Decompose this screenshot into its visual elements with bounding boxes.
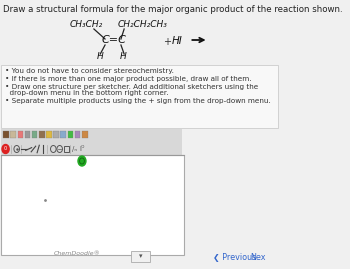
Bar [61, 131, 66, 138]
Text: +: + [163, 37, 171, 47]
Text: drop-down menu in the bottom right corner.: drop-down menu in the bottom right corne… [5, 90, 168, 97]
Bar [1, 129, 182, 143]
Text: Draw a structural formula for the major organic product of the reaction shown.: Draw a structural formula for the major … [3, 5, 343, 14]
Bar [68, 131, 73, 138]
Text: ▾: ▾ [139, 253, 142, 260]
Text: Nex: Nex [250, 253, 265, 263]
Text: CH₃CH₂: CH₃CH₂ [70, 20, 103, 29]
Text: ❮ Previous: ❮ Previous [213, 253, 257, 263]
Bar [1, 65, 278, 128]
Text: /ₙ: /ₙ [72, 146, 78, 152]
Bar [25, 131, 30, 138]
Bar [10, 131, 16, 138]
Bar [32, 131, 37, 138]
Bar [131, 251, 150, 262]
Bar [53, 131, 59, 138]
Text: 0: 0 [4, 147, 7, 151]
Bar [39, 131, 44, 138]
Text: Iᴼ: Iᴼ [79, 146, 85, 152]
Bar [46, 131, 52, 138]
Text: H: H [120, 52, 127, 61]
Bar [3, 131, 9, 138]
Text: • Draw one structure per sketcher. Add additional sketchers using the: • Draw one structure per sketcher. Add a… [5, 84, 258, 90]
Text: C=C: C=C [101, 35, 126, 45]
Text: • You do not have to consider stereochemistry.: • You do not have to consider stereochem… [5, 68, 174, 74]
Bar [82, 131, 88, 138]
Text: H: H [96, 52, 103, 61]
Text: • Separate multiple products using the + sign from the drop-down menu.: • Separate multiple products using the +… [5, 98, 271, 104]
Circle shape [2, 144, 9, 154]
Bar [18, 131, 23, 138]
Bar [64, 146, 69, 152]
Text: • If there is more than one major product possible, draw all of them.: • If there is more than one major produc… [5, 76, 251, 82]
Text: CH₂CH₂CH₃: CH₂CH₂CH₃ [118, 20, 168, 29]
Text: ChemDoodle®: ChemDoodle® [54, 251, 101, 256]
Text: HI: HI [172, 36, 183, 46]
Bar [75, 131, 80, 138]
Circle shape [78, 156, 86, 166]
Bar [1, 155, 184, 255]
Bar [1, 143, 182, 155]
